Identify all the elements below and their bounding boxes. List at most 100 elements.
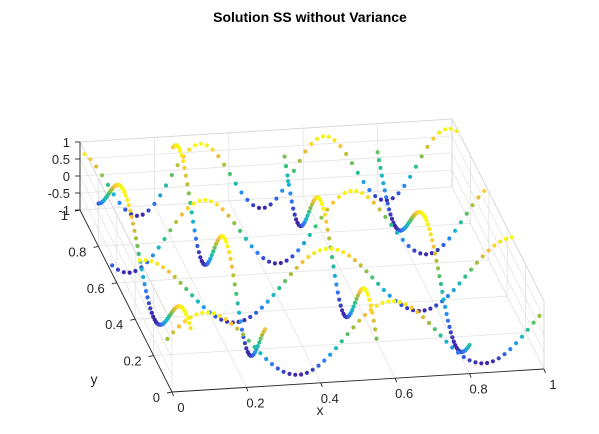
data-point xyxy=(378,165,383,170)
data-point xyxy=(376,281,381,286)
data-point xyxy=(259,305,264,310)
data-point xyxy=(133,268,138,274)
data-point xyxy=(239,327,245,332)
data-point xyxy=(334,282,339,287)
data-point xyxy=(441,297,446,302)
data-point xyxy=(291,168,296,173)
data-point xyxy=(348,189,353,194)
data-point xyxy=(195,299,200,304)
data-point xyxy=(235,301,240,306)
data-point xyxy=(351,325,356,330)
data-point xyxy=(312,251,317,256)
data-point xyxy=(187,147,192,152)
data-point xyxy=(145,295,150,300)
data-point xyxy=(402,183,407,188)
data-point xyxy=(162,236,167,242)
data-point xyxy=(474,260,479,265)
data-point xyxy=(451,288,456,293)
data-point xyxy=(485,360,490,366)
data-point xyxy=(234,291,239,296)
data-point xyxy=(105,182,110,187)
data-point xyxy=(447,324,452,329)
data-point xyxy=(444,339,449,344)
data-point xyxy=(340,308,345,313)
data-point xyxy=(99,173,105,178)
data-point xyxy=(225,244,230,249)
data-point xyxy=(389,222,394,227)
data-point xyxy=(453,228,458,233)
data-point xyxy=(198,255,203,260)
data-point xyxy=(150,253,155,258)
data-point xyxy=(432,327,437,332)
data-point xyxy=(148,306,153,311)
data-point xyxy=(278,260,283,266)
grid-line xyxy=(451,135,545,319)
grid-line xyxy=(79,152,453,177)
data-point xyxy=(129,214,134,220)
data-point xyxy=(354,296,359,302)
data-point xyxy=(519,334,525,339)
data-point xyxy=(473,360,478,365)
data-point xyxy=(454,129,459,134)
data-point xyxy=(192,228,197,233)
data-point xyxy=(169,173,174,178)
data-point xyxy=(252,344,257,350)
data-point xyxy=(387,207,392,212)
data-point xyxy=(235,326,240,331)
data-point xyxy=(445,318,451,323)
data-point xyxy=(381,181,386,186)
data-point xyxy=(457,281,462,286)
data-point xyxy=(123,207,128,212)
data-point xyxy=(364,289,369,294)
data-point xyxy=(237,310,242,315)
data-point xyxy=(291,206,296,211)
data-point xyxy=(431,136,436,141)
data-point xyxy=(134,213,139,218)
data-point xyxy=(435,247,440,253)
data-point xyxy=(433,251,438,256)
data-point xyxy=(365,195,370,200)
data-point xyxy=(335,290,340,295)
data-point xyxy=(514,341,519,346)
data-point xyxy=(322,358,327,363)
data-point xyxy=(476,195,481,200)
data-point xyxy=(342,190,347,196)
data-point xyxy=(168,228,173,233)
data-point xyxy=(318,198,323,203)
data-point xyxy=(191,201,196,206)
data-point xyxy=(336,194,341,200)
data-point xyxy=(326,134,331,139)
data-point xyxy=(349,161,355,166)
y-tick-label: 0.6 xyxy=(87,281,105,296)
data-point xyxy=(238,228,243,233)
data-point xyxy=(246,338,251,343)
data-point xyxy=(297,158,302,163)
data-point xyxy=(537,313,542,318)
data-point xyxy=(463,274,468,279)
data-point xyxy=(222,236,227,241)
data-point xyxy=(139,267,144,272)
y-tick-label: 0.8 xyxy=(68,244,86,259)
data-point xyxy=(209,253,214,258)
data-point xyxy=(211,249,216,254)
data-point xyxy=(82,152,87,157)
data-point xyxy=(226,213,231,218)
data-point xyxy=(422,215,428,220)
data-point xyxy=(208,256,213,261)
data-point xyxy=(408,174,413,179)
data-point xyxy=(304,370,309,375)
data-point xyxy=(338,144,343,149)
data-point xyxy=(360,191,365,196)
data-point xyxy=(355,170,360,175)
y-tick-mark xyxy=(166,391,173,394)
data-point xyxy=(470,203,475,208)
grid-line xyxy=(451,152,545,336)
data-point xyxy=(189,210,194,215)
y-tick-mark xyxy=(130,318,136,321)
data-point xyxy=(229,264,234,269)
y-tick-mark xyxy=(93,245,99,248)
data-point xyxy=(249,244,254,249)
y-tick-label: 0 xyxy=(153,390,160,405)
data-point xyxy=(502,352,507,357)
data-point xyxy=(261,256,266,261)
